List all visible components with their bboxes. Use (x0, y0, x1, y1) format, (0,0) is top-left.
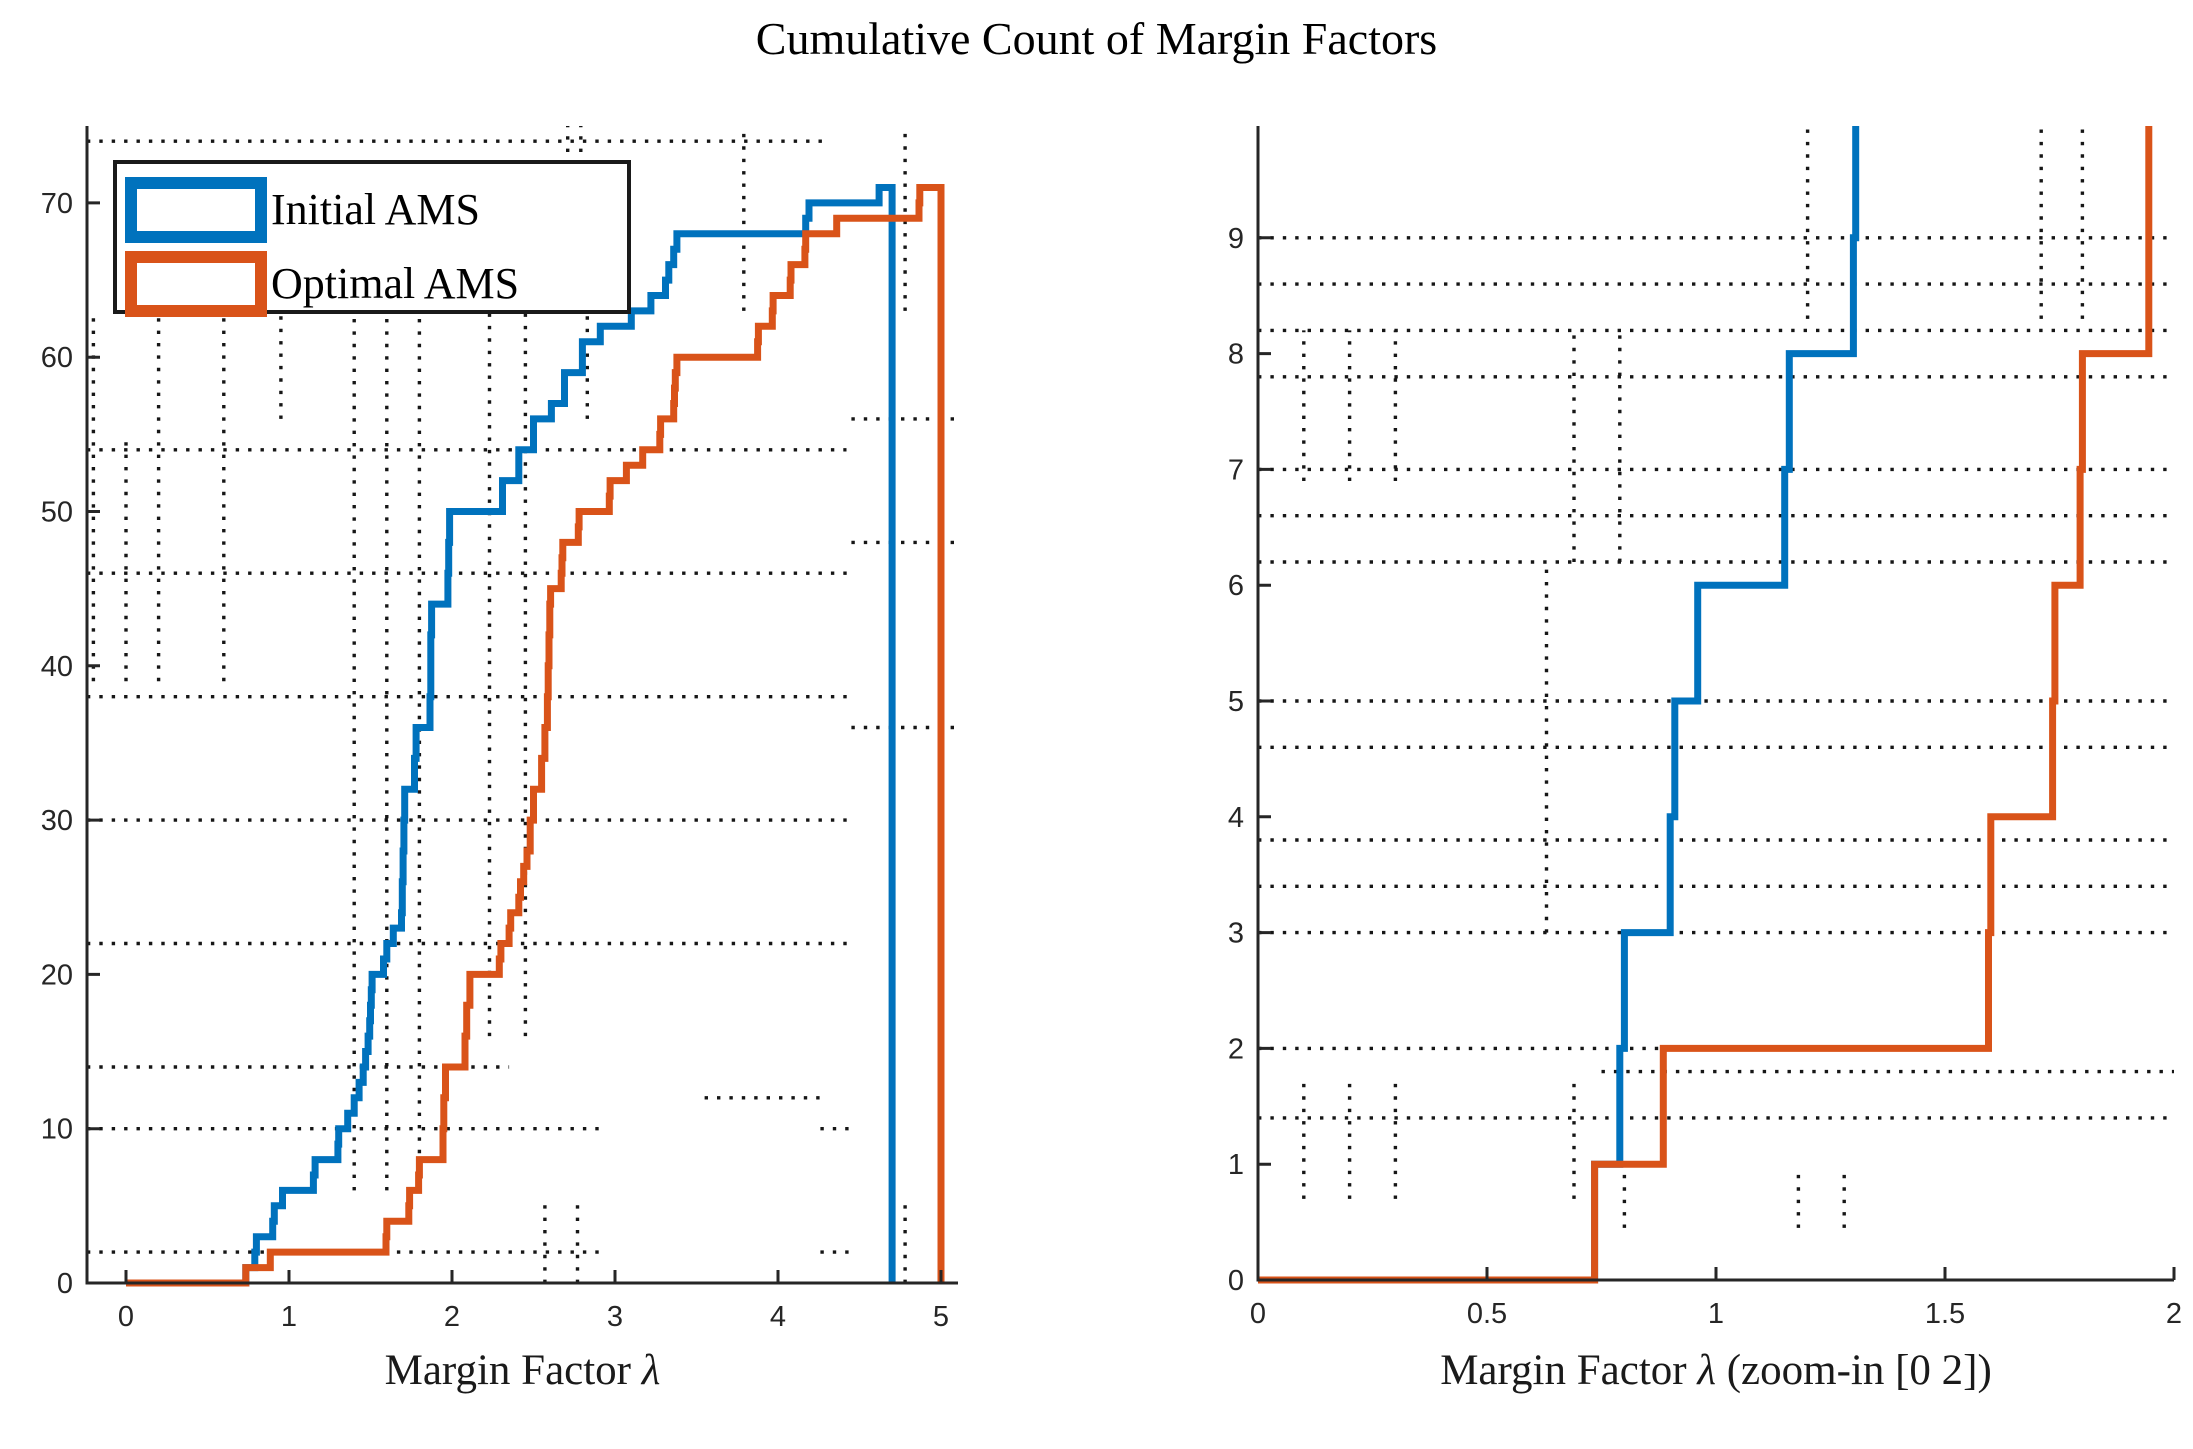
left-ytick-label: 40 (41, 651, 73, 683)
legend-label: Initial AMS (271, 184, 481, 234)
legend-entry-optimal-ams: Optimal AMS (125, 250, 519, 317)
left-ytick-label: 70 (41, 188, 73, 220)
left-xtick-label: 4 (770, 1301, 786, 1333)
legend-box: Initial AMS Optimal AMS (113, 160, 631, 317)
legend-label: Optimal AMS (271, 258, 520, 308)
left-ytick-label: 50 (41, 497, 73, 529)
right-xtick-label: 2 (2166, 1298, 2182, 1330)
right-tick-marks (1256, 236, 2176, 1282)
left-ytick-label: 30 (41, 805, 73, 837)
left-xaxis-label: Margin Factor λ (384, 1347, 661, 1394)
left-tick-marks (87, 201, 943, 1285)
right-ytick-label: 1 (1228, 1149, 1244, 1181)
right-optimal-ams-curve (1258, 126, 2153, 1284)
right-ytick-label: 4 (1228, 802, 1244, 834)
left-ytick-label: 60 (41, 342, 73, 374)
left-plot-area (87, 126, 958, 1287)
left-initial-ams-curve (126, 184, 896, 1287)
right-ytick-label: 2 (1228, 1033, 1244, 1065)
right-xtick-label: 0.5 (1467, 1298, 1507, 1330)
right-ytick-label: 6 (1228, 570, 1244, 602)
right-xtick-label: 0 (1250, 1298, 1266, 1330)
left-optimal-ams-curve (126, 184, 945, 1287)
right-ytick-label: 9 (1228, 223, 1244, 255)
right-ytick-label: 5 (1228, 686, 1244, 718)
right-ytick-label: 8 (1228, 339, 1244, 371)
left-dotted-bounds (87, 126, 958, 1283)
left-xtick-label: 0 (118, 1301, 134, 1333)
left-xtick-label: 3 (607, 1301, 623, 1333)
left-xtick-label: 5 (933, 1301, 949, 1333)
lambda-symbol: λ (1697, 1347, 1716, 1394)
right-ytick-label: 3 (1228, 918, 1244, 950)
optimal-ams-swatch (125, 250, 267, 317)
right-plot-area (1258, 126, 2174, 1284)
right-ytick-label: 7 (1228, 454, 1244, 486)
right-axes-spines (1256, 126, 2174, 1282)
left-ytick-label: 20 (41, 959, 73, 991)
left-ytick-label: 10 (41, 1114, 73, 1146)
initial-ams-swatch (125, 176, 267, 243)
figure-title: Cumulative Count of Margin Factors (755, 13, 1438, 64)
right-initial-ams-curve (1258, 126, 1860, 1284)
legend-entry-initial-ams: Initial AMS (125, 176, 480, 243)
right-xtick-label: 1 (1708, 1298, 1724, 1330)
lambda-symbol: λ (641, 1347, 661, 1394)
right-dotted-bounds (1258, 126, 2174, 1228)
left-xtick-label: 1 (281, 1301, 297, 1333)
right-xaxis-label: Margin Factor λ (zoom-in [0 2]) (1440, 1347, 1992, 1394)
left-ytick-label: 0 (57, 1268, 73, 1300)
left-xtick-label: 2 (444, 1301, 460, 1333)
right-xtick-label: 1.5 (1925, 1298, 1965, 1330)
right-ytick-label: 0 (1228, 1265, 1244, 1297)
